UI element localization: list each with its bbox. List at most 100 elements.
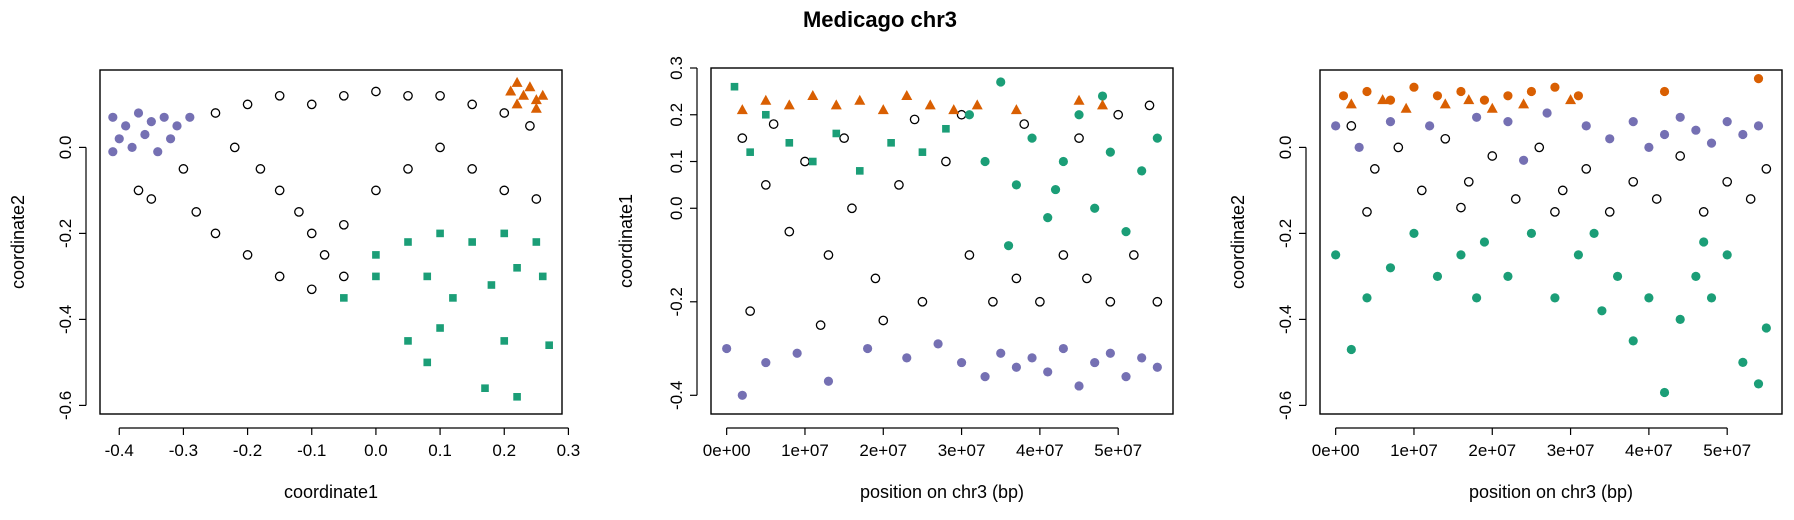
data-point-filled-circle [133, 108, 144, 118]
data-point-filled-circle [108, 112, 118, 122]
data-point-filled-circle [1644, 293, 1654, 303]
data-point-filled-circle [1027, 133, 1037, 143]
data-point-open-circle [319, 250, 330, 260]
data-point-filled-circle [1659, 129, 1670, 140]
x-tick-label: 2e+07 [1468, 441, 1516, 460]
data-point-filled-circle [933, 339, 943, 349]
data-point-open-circle [784, 226, 795, 237]
data-point-filled-circle [1659, 86, 1670, 97]
data-point-filled-circle [1503, 271, 1513, 281]
data-point-open-circle [435, 90, 445, 101]
data-point-square [730, 82, 739, 91]
data-point-filled-circle [1612, 271, 1623, 281]
data-point-triangle [760, 94, 772, 105]
data-point-filled-circle [1691, 271, 1701, 281]
data-point-filled-circle [863, 343, 873, 354]
data-point-square [513, 393, 521, 401]
data-point-open-circle [210, 228, 221, 239]
data-point-filled-circle [1526, 86, 1537, 97]
x-tick-label: -0.3 [169, 441, 198, 460]
data-point-open-circle [1369, 164, 1380, 174]
data-point-triangle [948, 104, 960, 115]
data-point-open-circle [274, 90, 285, 101]
data-point-filled-circle [1385, 95, 1396, 105]
x-tick-label: -0.1 [297, 441, 326, 460]
data-point-filled-circle [127, 142, 137, 152]
data-point-filled-circle [722, 343, 732, 354]
data-point-filled-circle [1152, 133, 1162, 143]
data-point-filled-circle [114, 134, 124, 144]
data-point-triangle [1565, 94, 1577, 105]
data-point-open-circle [1074, 133, 1084, 143]
data-point-filled-circle [737, 390, 747, 400]
data-point-filled-circle [1058, 156, 1068, 167]
data-point-square [918, 148, 927, 156]
data-point-triangle [511, 76, 523, 87]
data-point-filled-circle [1722, 250, 1732, 260]
data-point-open-circle [338, 271, 349, 282]
data-point-square [404, 238, 412, 246]
data-point-square [340, 294, 348, 302]
x-tick-label: 1e+07 [1390, 441, 1438, 460]
data-point-open-circle [338, 90, 349, 101]
data-point-filled-circle [1503, 117, 1513, 127]
data-point-square [481, 384, 489, 392]
y-tick-label: 0.0 [667, 196, 686, 220]
data-point-square [746, 148, 754, 156]
figure-title: Medicago chr3 [803, 7, 957, 32]
data-point-filled-circle [996, 77, 1006, 87]
data-point-open-circle [467, 164, 478, 174]
data-point-filled-circle [1503, 91, 1513, 101]
data-point-filled-circle [1432, 271, 1443, 281]
data-point-open-circle [964, 250, 975, 260]
data-point-open-circle [1510, 194, 1521, 204]
data-point-filled-circle [1573, 250, 1584, 260]
data-point-open-circle [499, 185, 510, 196]
data-point-open-circle [531, 194, 542, 204]
plot-frame [1319, 69, 1783, 415]
data-point-triangle [1097, 99, 1109, 110]
data-point-square [832, 129, 841, 138]
data-point-open-circle [1082, 273, 1092, 284]
data-point-filled-circle [1753, 74, 1764, 84]
data-point-filled-circle [1479, 237, 1490, 247]
data-point-filled-circle [1027, 353, 1037, 363]
data-point-filled-circle [1043, 367, 1053, 377]
data-point-open-circle [371, 185, 381, 196]
data-point-filled-circle [1597, 306, 1607, 316]
data-point-triangle [1463, 94, 1475, 105]
data-point-filled-circle [1644, 142, 1654, 152]
data-point-filled-circle [1526, 228, 1537, 238]
data-point-square [468, 238, 476, 246]
plot-frame [99, 69, 563, 415]
data-point-open-circle [435, 142, 445, 153]
data-point-filled-circle [1058, 343, 1068, 354]
data-point-filled-circle [1753, 121, 1764, 131]
data-point-open-circle [760, 180, 771, 190]
data-point-filled-circle [996, 348, 1006, 358]
data-point-open-circle [467, 99, 478, 110]
data-point-filled-circle [1331, 121, 1341, 131]
data-point-open-circle [1675, 151, 1686, 161]
data-points [1331, 74, 1772, 398]
data-point-filled-circle [165, 134, 176, 144]
data-point-filled-circle [1331, 250, 1341, 260]
data-point-square [487, 281, 496, 289]
data-point-open-circle [1105, 296, 1116, 307]
data-point-open-circle [1128, 250, 1139, 260]
data-point-filled-circle [1753, 379, 1764, 389]
data-point-filled-circle [1354, 142, 1364, 152]
data-point-filled-circle [1472, 293, 1482, 303]
data-point-filled-circle [1090, 203, 1100, 213]
x-tick-label: 0e+00 [703, 441, 751, 460]
data-point-filled-circle [1573, 91, 1584, 101]
data-point-filled-circle [172, 121, 182, 131]
data-point-filled-circle [1105, 147, 1115, 157]
data-point-open-circle [133, 185, 144, 196]
data-point-open-circle [1463, 176, 1474, 187]
x-tick-label: 0.3 [557, 441, 581, 460]
data-point-triangle [830, 99, 842, 110]
data-point-open-circle [815, 320, 826, 331]
data-point-filled-circle [1385, 263, 1396, 273]
